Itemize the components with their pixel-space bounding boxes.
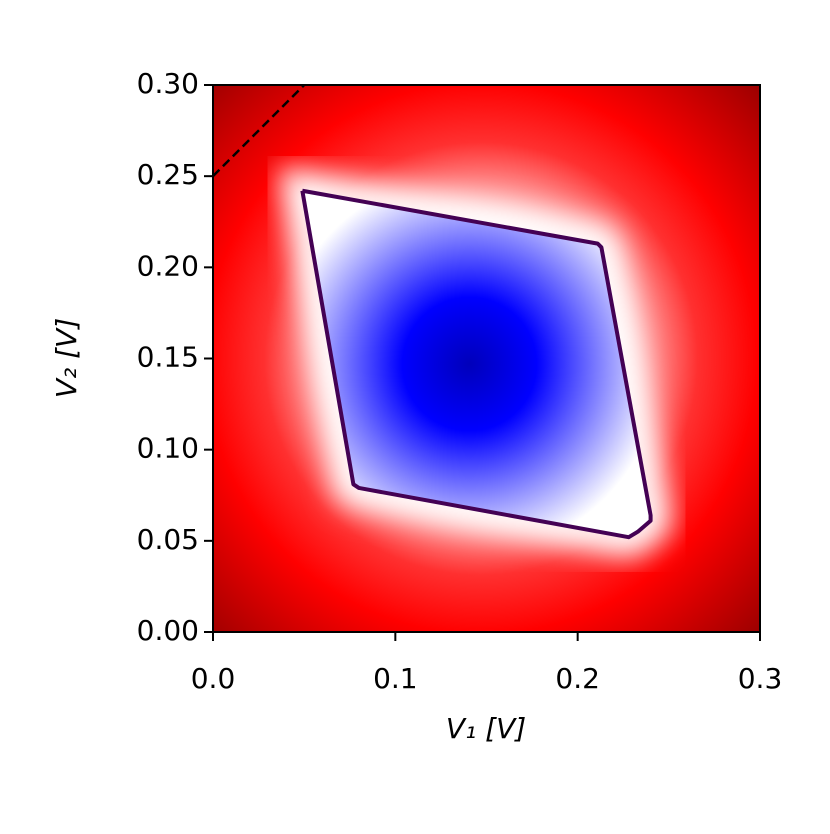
x-tick-label: 0.1 (373, 662, 418, 695)
inner-region (302, 190, 651, 538)
y-tick-label: 0.25 (137, 158, 199, 191)
y-tick-label: 0.20 (137, 249, 199, 282)
y-tick-label: 0.00 (137, 614, 199, 647)
x-tick-label: 0.2 (555, 662, 600, 695)
y-tick-label: 0.10 (137, 432, 199, 465)
y-tick-label: 0.05 (137, 523, 199, 556)
y-tick-label: 0.15 (137, 341, 199, 374)
y-axis-label: V₂ [V] (50, 318, 83, 398)
y-tick-label: 0.30 (137, 67, 199, 100)
contour-line (300, 188, 653, 540)
x-tick-label: 0.0 (191, 662, 236, 695)
plot-area (213, 85, 760, 632)
x-tick-label: 0.3 (738, 662, 783, 695)
x-axis-label: V₁ [V] (446, 712, 526, 745)
boundary-line (213, 85, 306, 178)
